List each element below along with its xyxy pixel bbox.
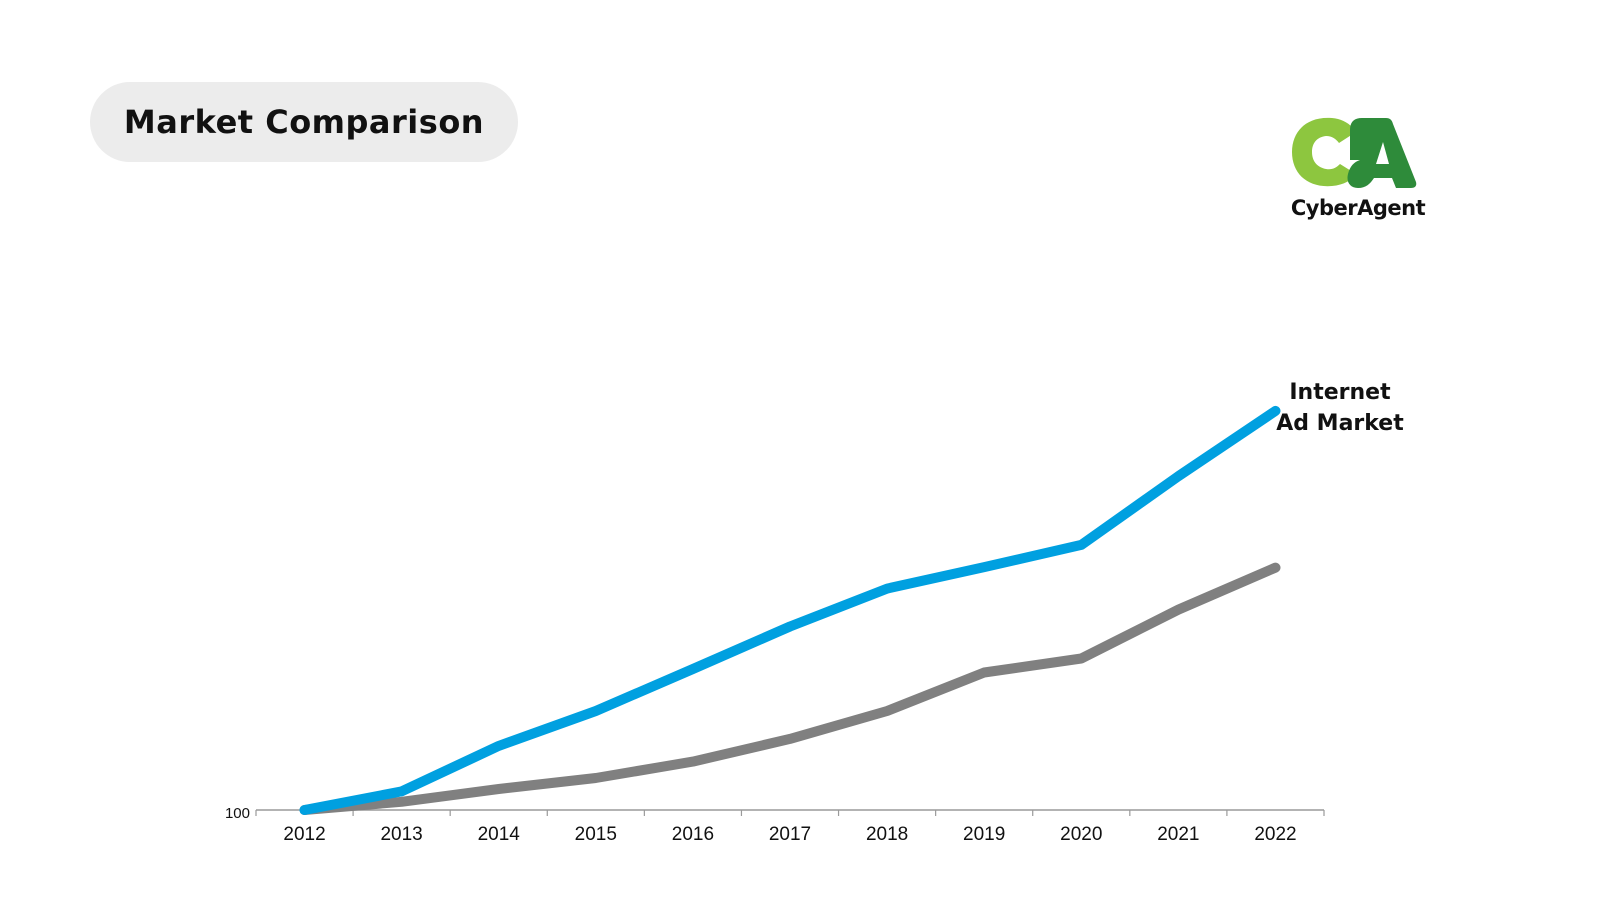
cyberagent-logo-mark: [1292, 117, 1417, 188]
x-axis: [255, 809, 1325, 816]
chart-title: Market Comparison: [123, 103, 485, 141]
x-tick-label-2018: 2018: [866, 824, 908, 845]
series-label-internet-ad-market: Internet Ad Market: [1270, 377, 1410, 439]
x-tick-label-2013: 2013: [380, 824, 422, 845]
x-tick-label-2021: 2021: [1157, 824, 1199, 845]
x-tick-label-2022: 2022: [1254, 824, 1296, 845]
series-label-line-2: Ad Market: [1276, 411, 1404, 436]
series-line-cyberagent: [299, 405, 1281, 815]
x-tick-label-2019: 2019: [963, 824, 1005, 845]
y-tick-label-100: 100: [225, 805, 250, 822]
series-line-internet-ad-market: [299, 562, 1281, 815]
x-tick-label-2014: 2014: [478, 824, 521, 845]
x-tick-label-2016: 2016: [672, 824, 714, 845]
logo-wordmark: CyberAgent: [1290, 196, 1426, 220]
x-tick-label-2020: 2020: [1060, 824, 1102, 845]
series-lines: [299, 405, 1281, 815]
logo-letter-c: [1292, 117, 1356, 187]
chart-title-pill: Market Comparison: [90, 82, 518, 162]
series-label-line-1: Internet: [1289, 380, 1391, 405]
x-tick-label-2012: 2012: [283, 824, 325, 845]
x-tick-label-2015: 2015: [575, 824, 617, 845]
logo-letter-a: [1347, 118, 1417, 188]
x-tick-labels: 2012 2013 2014 2015 2016 2017 2018 2019 2020 2021…: [283, 824, 1296, 845]
cyberagent-logo: CyberAgent: [1288, 112, 1428, 230]
x-tick-label-2017: 2017: [769, 824, 811, 845]
